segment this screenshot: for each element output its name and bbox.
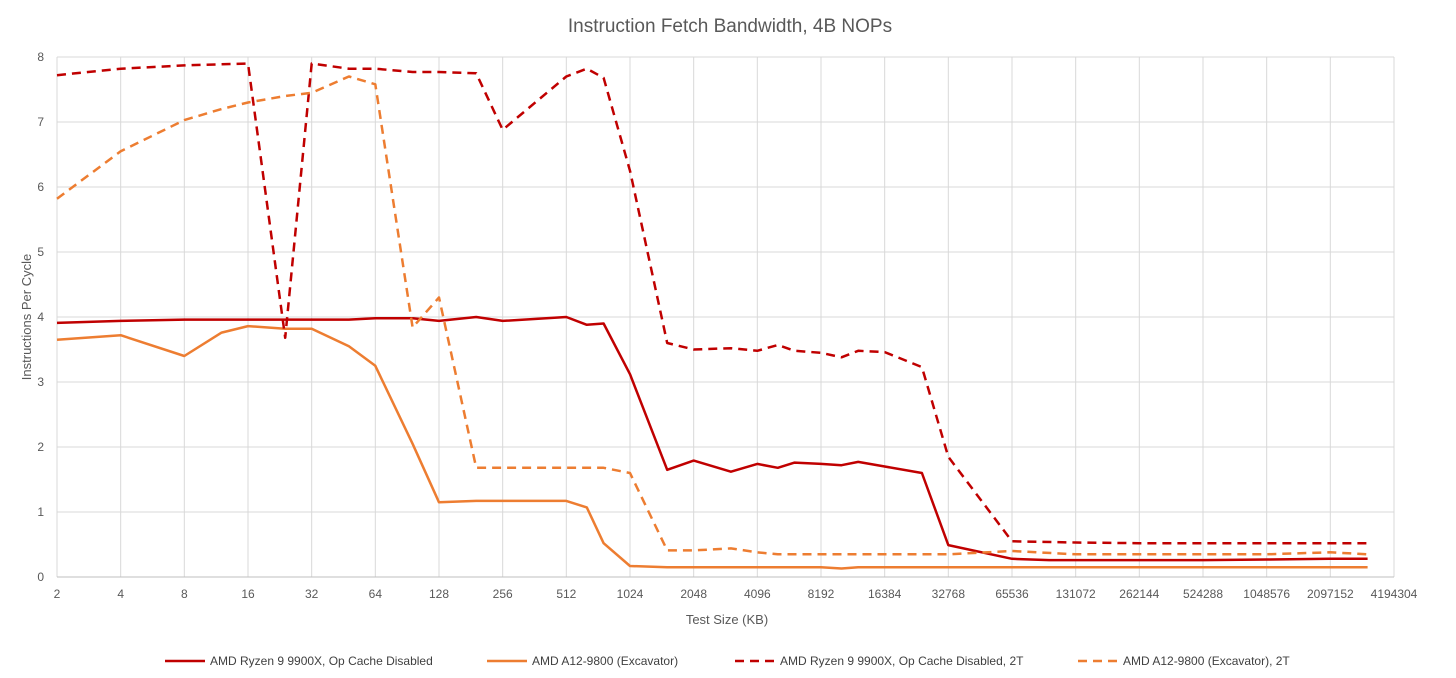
y-tick-label: 3: [37, 375, 44, 389]
x-tick-label: 2048: [680, 587, 707, 601]
series-lines: [56, 62, 1368, 570]
x-tick-label: 262144: [1119, 587, 1159, 601]
x-tick-label: 131072: [1056, 587, 1096, 601]
x-tick-label: 2: [54, 587, 61, 601]
x-tick-label: 16: [241, 587, 255, 601]
x-tick-label: 4: [117, 587, 124, 601]
x-tick-label: 128: [429, 587, 449, 601]
legend-label: AMD A12-9800 (Excavator), 2T: [1123, 654, 1290, 668]
y-tick-label: 8: [37, 50, 44, 64]
x-axis-ticks: 2 4 8 16 32 64 128 256 512 1024 2048 4096 8192 16384 3…: [54, 587, 1418, 601]
y-tick-label: 1: [37, 505, 44, 519]
y-tick-label: 0: [37, 570, 44, 584]
x-tick-label: 4096: [744, 587, 771, 601]
legend-label: AMD Ryzen 9 9900X, Op Cache Disabled: [210, 654, 433, 668]
x-tick-label: 4194304: [1371, 587, 1418, 601]
y-tick-label: 5: [37, 245, 44, 259]
legend-label: AMD Ryzen 9 9900X, Op Cache Disabled, 2T: [780, 654, 1024, 668]
x-tick-label: 65536: [995, 587, 1029, 601]
x-tick-label: 16384: [868, 587, 902, 601]
x-tick-label: 1024: [617, 587, 644, 601]
x-tick-label: 64: [369, 587, 383, 601]
x-tick-label: 256: [493, 587, 513, 601]
x-axis-title: Test Size (KB): [686, 612, 768, 627]
x-tick-label: 512: [556, 587, 576, 601]
series-line-2: [56, 324, 1368, 570]
legend-label: AMD A12-9800 (Excavator): [532, 654, 678, 668]
series-line-3: [56, 62, 1368, 545]
y-axis-ticks: 0 1 2 3 4 5 6 7 8: [37, 50, 44, 584]
x-tick-label: 524288: [1183, 587, 1223, 601]
x-tick-label: 8192: [808, 587, 835, 601]
x-tick-label: 32: [305, 587, 319, 601]
x-tick-label: 8: [181, 587, 188, 601]
chart-legend: AMD Ryzen 9 9900X, Op Cache Disabled AMD …: [165, 654, 1290, 668]
x-tick-label: 1048576: [1243, 587, 1290, 601]
chart-title: Instruction Fetch Bandwidth, 4B NOPs: [568, 16, 892, 37]
x-tick-label: 32768: [932, 587, 966, 601]
y-tick-label: 4: [37, 310, 44, 324]
series-line-4: [56, 75, 1368, 556]
y-tick-label: 2: [37, 440, 44, 454]
series-line-1: [56, 315, 1368, 562]
y-tick-label: 6: [37, 180, 44, 194]
y-axis-title: Instructions Per Cycle: [19, 254, 34, 380]
x-tick-label: 2097152: [1307, 587, 1354, 601]
y-tick-label: 7: [37, 115, 44, 129]
